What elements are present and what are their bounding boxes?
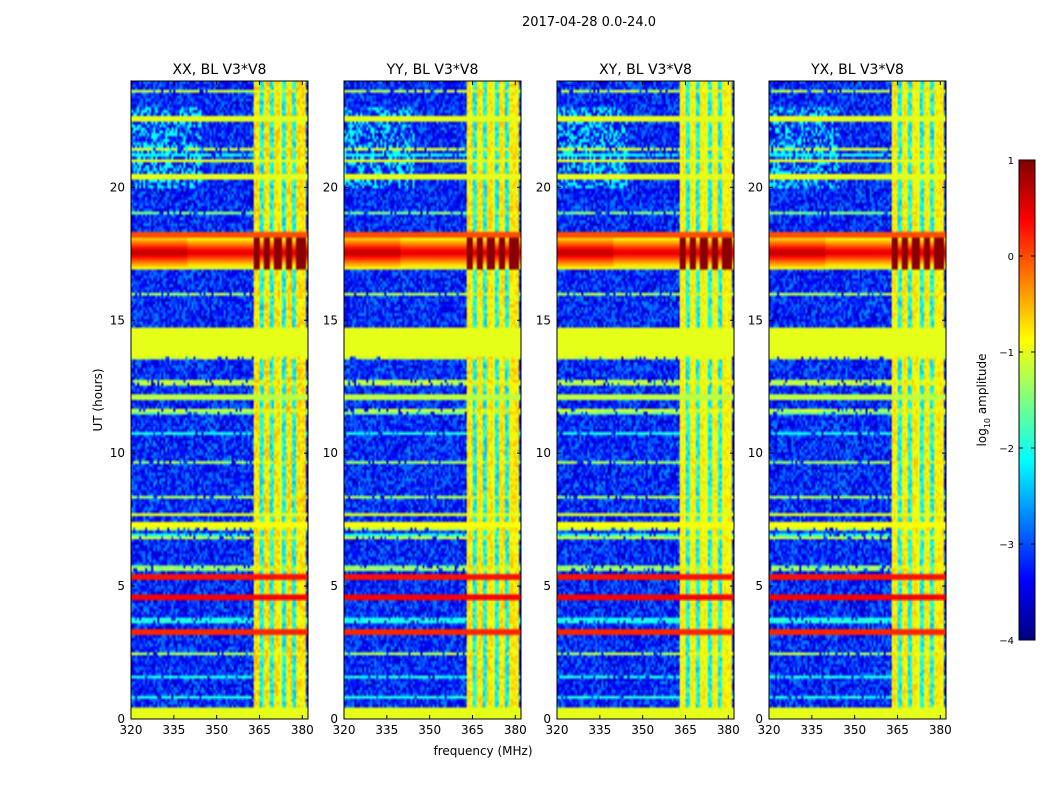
x-tick-label: 365 bbox=[674, 723, 697, 737]
panel-title: XX, BL V3*V8 bbox=[173, 62, 267, 78]
y-axis-label: UT (hours) bbox=[91, 368, 105, 431]
spectrogram-heatmap bbox=[344, 81, 521, 719]
colorbar-gradient bbox=[1018, 159, 1036, 641]
y-tick-label: 0 bbox=[755, 712, 763, 726]
colorbar-tick-label: −3 bbox=[999, 540, 1014, 551]
spectrogram-heatmap bbox=[769, 81, 946, 719]
x-tick-label: 365 bbox=[248, 723, 271, 737]
y-tick-label: 10 bbox=[323, 446, 338, 460]
x-tick-label: 335 bbox=[800, 723, 823, 737]
panel-frame bbox=[130, 80, 309, 720]
x-tick-label: 350 bbox=[418, 723, 441, 737]
y-tick-label: 15 bbox=[110, 313, 125, 327]
x-tick-label: 335 bbox=[588, 723, 611, 737]
x-tick-label: 320 bbox=[333, 723, 356, 737]
figure-suptitle: 2017-04-28 0.0-24.0 bbox=[522, 15, 656, 30]
x-tick-label: 380 bbox=[291, 723, 314, 737]
y-tick-label: 20 bbox=[110, 180, 125, 194]
y-tick-label: 10 bbox=[536, 446, 551, 460]
panel-4: YX, BL V3*V8 320 335 350 365 380 0 5 10 15 20 bbox=[748, 62, 952, 737]
y-tick-label: 15 bbox=[323, 313, 338, 327]
y-tick-label: 5 bbox=[330, 579, 338, 593]
x-tick-label: 320 bbox=[546, 723, 569, 737]
panel-title: YX, BL V3*V8 bbox=[810, 62, 904, 78]
panel-frame bbox=[768, 80, 947, 720]
colorbar-tick-label: −2 bbox=[999, 444, 1014, 455]
panel-2: YY, BL V3*V8 320 335 350 365 380 0 5 10 15 20 bbox=[323, 62, 527, 737]
y-tick-label: 5 bbox=[543, 579, 551, 593]
y-tick-label: 15 bbox=[748, 313, 763, 327]
panel-3: XY, BL V3*V8 320 335 350 365 380 0 5 10 15 20 bbox=[536, 62, 740, 737]
colorbar-tick-label: −1 bbox=[999, 348, 1014, 359]
x-tick-label: 350 bbox=[205, 723, 228, 737]
y-tick-label: 5 bbox=[755, 579, 763, 593]
panel-frame bbox=[556, 80, 735, 720]
x-tick-label: 350 bbox=[631, 723, 654, 737]
x-tick-label: 380 bbox=[504, 723, 527, 737]
y-tick-label: 10 bbox=[110, 446, 125, 460]
y-tick-label: 0 bbox=[330, 712, 338, 726]
x-tick-label: 380 bbox=[929, 723, 952, 737]
colorbar-tick-label: 1 bbox=[1008, 156, 1014, 167]
y-tick-label: 20 bbox=[323, 180, 338, 194]
spectrogram-heatmap bbox=[557, 81, 734, 719]
colorbar: −4 −3 −2 −1 0 1 log10 amplitude bbox=[975, 156, 1036, 647]
y-tick-label: 20 bbox=[748, 180, 763, 194]
x-tick-label: 320 bbox=[120, 723, 143, 737]
x-axis-label: frequency (MHz) bbox=[433, 744, 532, 758]
panel-title: XY, BL V3*V8 bbox=[599, 62, 692, 78]
panel-title: YY, BL V3*V8 bbox=[386, 62, 479, 78]
y-tick-label: 0 bbox=[117, 712, 125, 726]
y-tick-label: 0 bbox=[543, 712, 551, 726]
x-tick-label: 320 bbox=[758, 723, 781, 737]
y-tick-label: 20 bbox=[536, 180, 551, 194]
x-tick-label: 380 bbox=[717, 723, 740, 737]
y-tick-label: 5 bbox=[117, 579, 125, 593]
colorbar-label: log10 amplitude bbox=[975, 354, 992, 447]
spectrogram-heatmap bbox=[131, 81, 308, 719]
colorbar-tick-label: 0 bbox=[1008, 252, 1014, 263]
panel-frame bbox=[343, 80, 522, 720]
x-tick-label: 335 bbox=[162, 723, 185, 737]
y-tick-label: 15 bbox=[536, 313, 551, 327]
panel-1: XX, BL V3*V8 320 335 350 365 380 0 5 10 15 20 bbox=[110, 62, 314, 737]
x-tick-label: 350 bbox=[843, 723, 866, 737]
y-tick-label: 10 bbox=[748, 446, 763, 460]
x-tick-label: 335 bbox=[375, 723, 398, 737]
x-tick-label: 365 bbox=[461, 723, 484, 737]
colorbar-tick-label: −4 bbox=[999, 636, 1014, 647]
x-tick-label: 365 bbox=[886, 723, 909, 737]
